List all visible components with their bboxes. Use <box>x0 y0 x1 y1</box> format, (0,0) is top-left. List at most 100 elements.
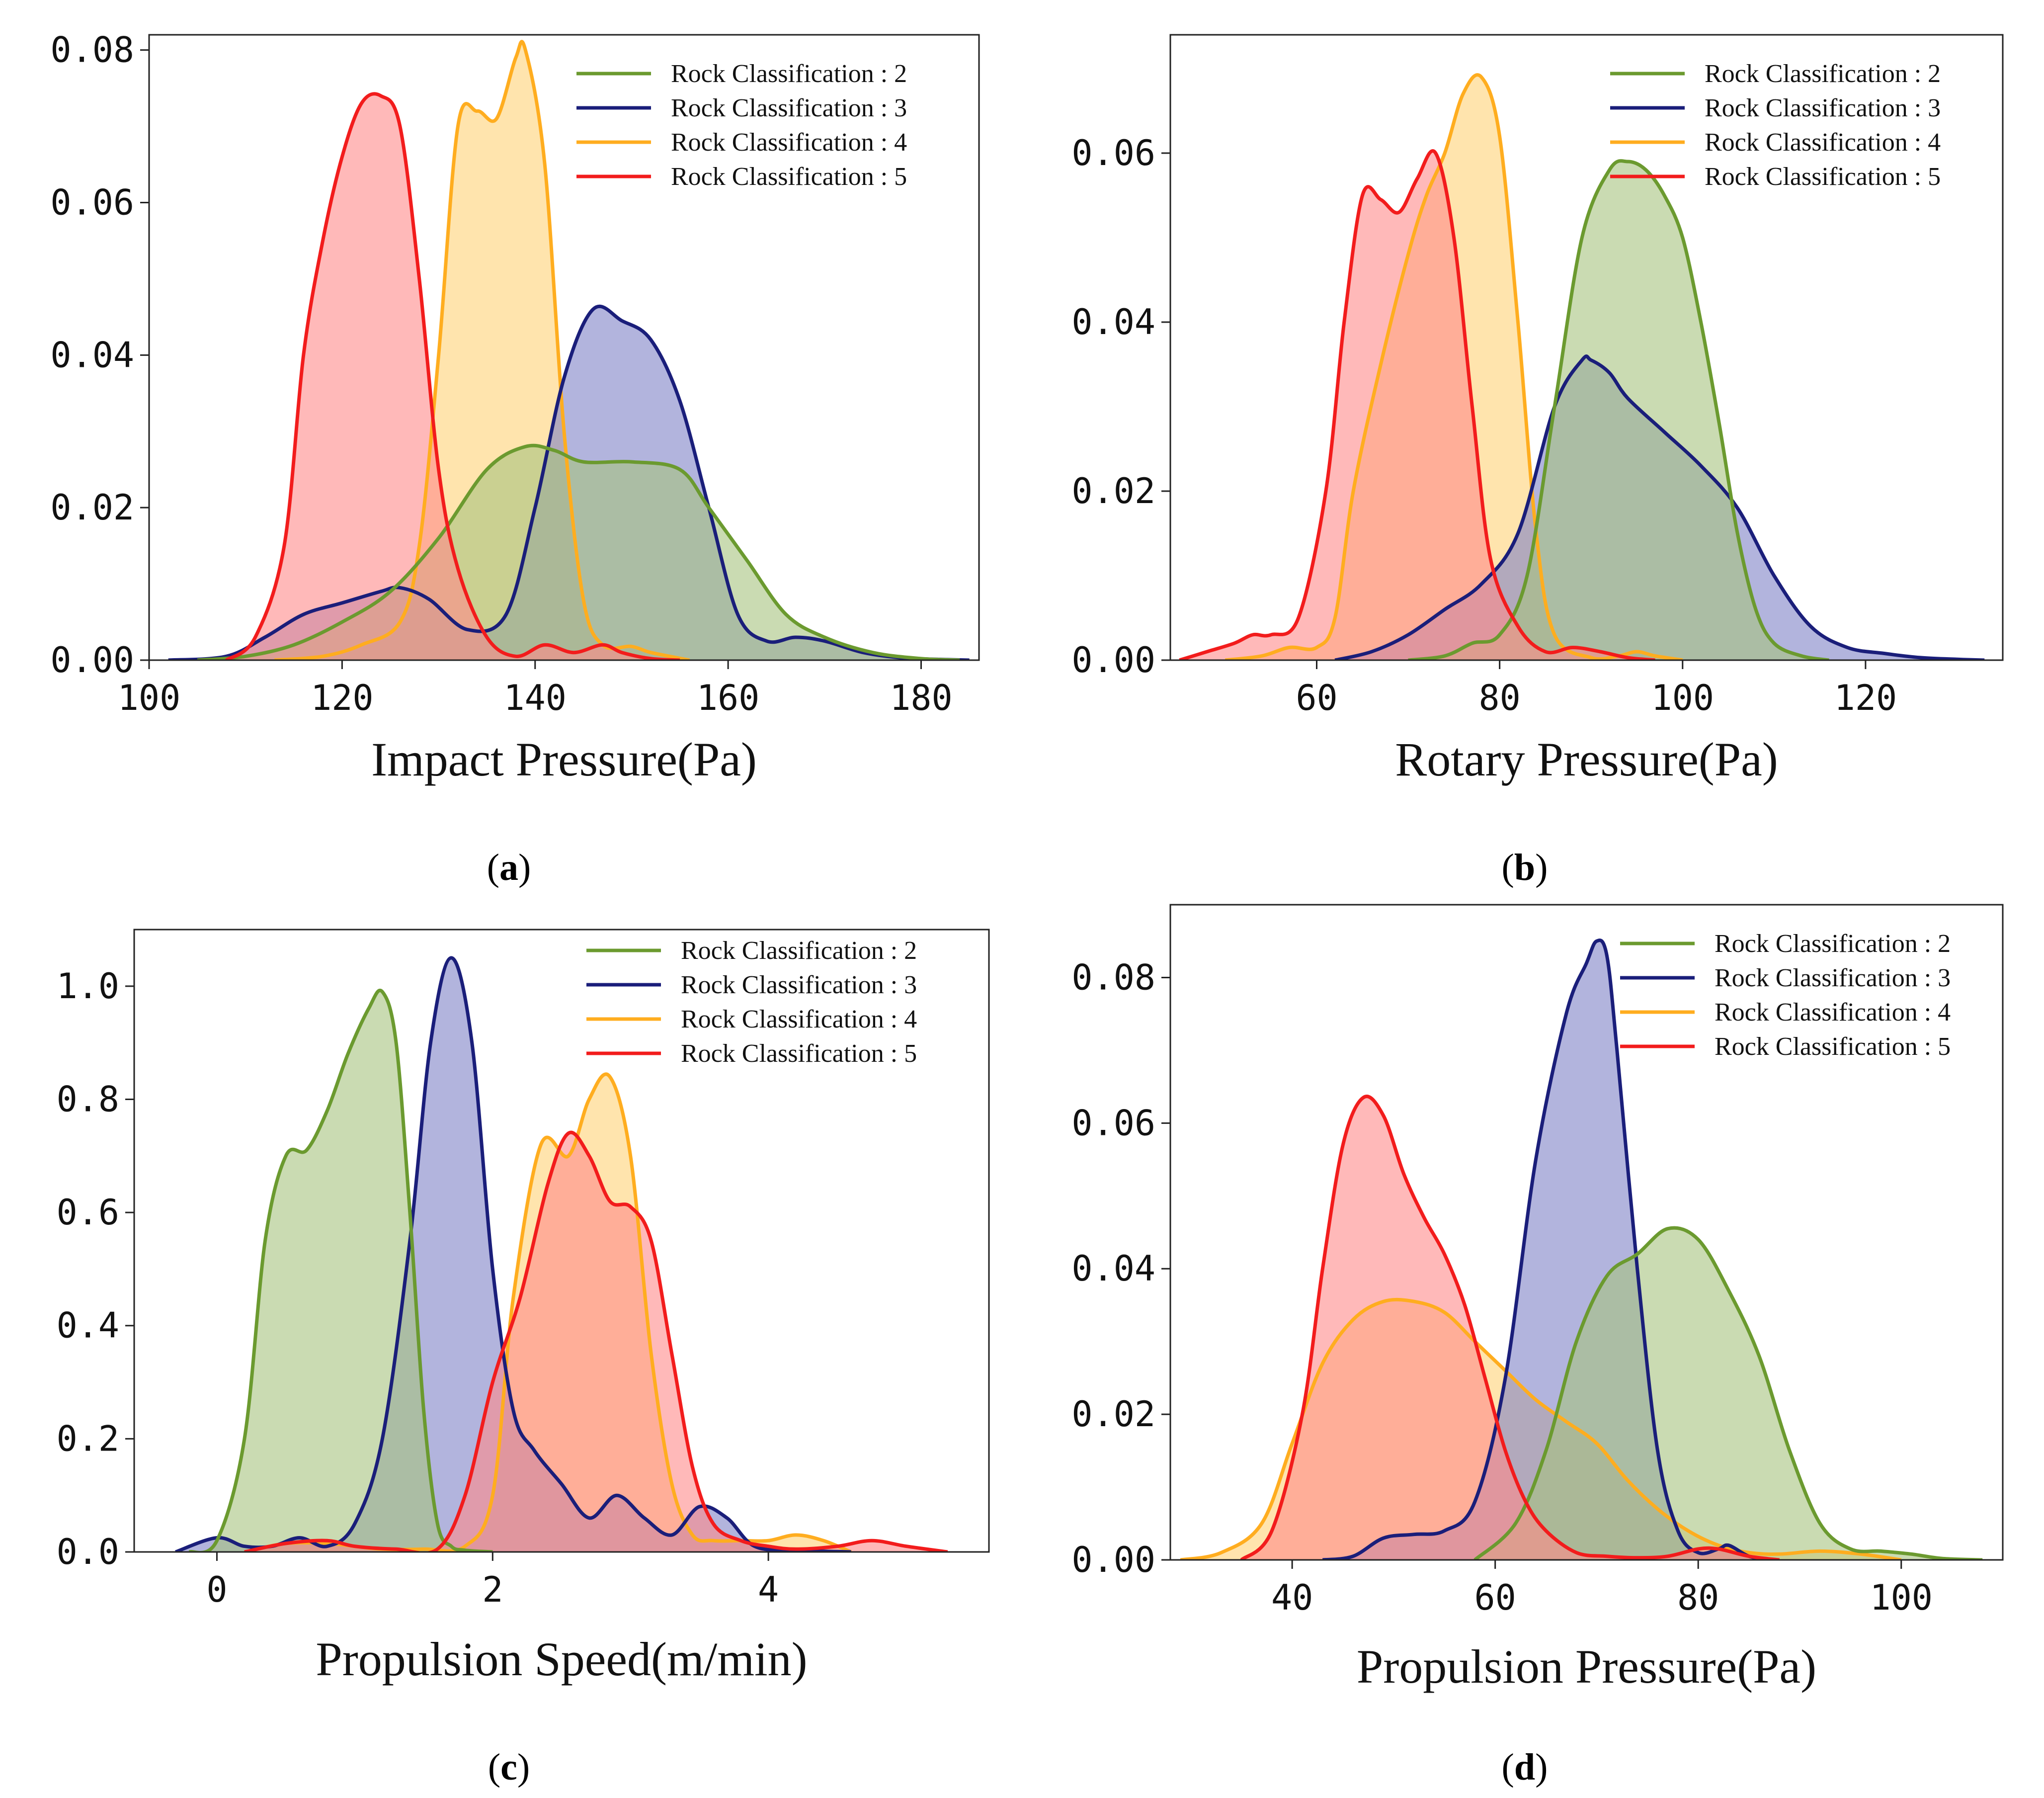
y-tick-label: 0.8 <box>57 1079 119 1119</box>
series-area-rock4 <box>274 41 690 660</box>
x-tick-label: 140 <box>504 678 567 718</box>
y-tick-label: 0.2 <box>57 1418 119 1459</box>
y-tick-label: 0.08 <box>1071 957 1155 998</box>
series-line-rock2 <box>188 989 493 1552</box>
series-line-rock5 <box>1179 149 1655 660</box>
y-tick-label: 0.02 <box>50 487 134 528</box>
series-group-d <box>1180 939 1983 1560</box>
y-tick-label: 0.06 <box>1071 133 1155 173</box>
legend-label-rock5: Rock Classification : 5 <box>681 1039 917 1068</box>
series-area-rock3 <box>1322 940 1770 1560</box>
series-area-rock2 <box>1408 161 1829 660</box>
y-tick-label: 0.06 <box>1071 1103 1155 1143</box>
x-tick-label: 60 <box>1474 1577 1516 1618</box>
plot-area-b: 60 80 100 120 0.00 0.02 0.04 0.06 Rotary Pressur… <box>1071 34 2004 786</box>
panel-a-caption: (a) <box>487 847 531 888</box>
series-line-rock5 <box>225 92 680 660</box>
series-line-rock4 <box>1225 73 1683 660</box>
y-tick-label: 0.00 <box>50 640 134 681</box>
legend-label-rock4: Rock Classification : 4 <box>1705 128 1941 157</box>
legend-label-rock2: Rock Classification : 2 <box>1705 60 1941 88</box>
panel-d-caption: (d) <box>1502 1746 1548 1788</box>
series-line-rock3 <box>175 956 851 1552</box>
plot-area-a: 100 120 140 160 180 0.00 0.02 0.04 0.06 0.08 Impac… <box>50 30 980 786</box>
series-group-b <box>1179 73 1985 660</box>
legend-label-rock3: Rock Classification : 3 <box>671 94 907 122</box>
series-line-rock3 <box>1334 354 1985 660</box>
y-tick-label: 0.0 <box>57 1532 119 1572</box>
series-line-rock2 <box>197 443 960 660</box>
y-tick-label: 0.04 <box>1071 302 1155 342</box>
legend-label-rock4: Rock Classification : 4 <box>681 1005 917 1033</box>
series-area-rock5 <box>244 1132 948 1552</box>
y-tick-label: 0.02 <box>1071 471 1155 512</box>
panel-b-caption: (b) <box>1502 847 1548 888</box>
plot-frame <box>133 929 990 1553</box>
x-axis-title: Propulsion Pressure(Pa) <box>1357 1640 1816 1693</box>
x-tick-label: 40 <box>1271 1577 1313 1618</box>
plot-frame <box>1169 34 2004 661</box>
legend-label-rock2: Rock Classification : 2 <box>1715 930 1951 958</box>
x-tick-label: 0 <box>206 1569 227 1610</box>
legend-d: Rock Classification : 2 Rock Classificati… <box>1620 930 1951 1061</box>
x-tick-label: 100 <box>118 678 180 718</box>
y-tick-label: 0.02 <box>1071 1394 1155 1435</box>
series-line-rock2 <box>1408 159 1829 660</box>
plot-frame <box>148 34 980 661</box>
panel-b: 60 80 100 120 0.00 0.02 0.04 0.06 Rotary Pressur… <box>1071 34 2004 888</box>
series-line-rock5 <box>1240 1095 1780 1560</box>
y-tick-label: 0.06 <box>50 182 134 223</box>
legend-label-rock5: Rock Classification : 5 <box>1715 1032 1951 1061</box>
x-axis-title: Rotary Pressure(Pa) <box>1395 733 1778 786</box>
series-area-rock5 <box>226 93 680 660</box>
legend-b: Rock Classification : 2 Rock Classificati… <box>1610 60 1941 191</box>
plot-area-c: 0 2 4 0.0 0.2 0.4 0.6 0.8 1.0 Propulsion Speed(m/… <box>57 929 990 1686</box>
y-tick-label: 0.6 <box>57 1192 119 1233</box>
legend-label-rock4: Rock Classification : 4 <box>671 128 907 157</box>
series-line-rock3 <box>1322 939 1770 1560</box>
plot-area-d: 40 60 80 100 0.00 0.02 0.04 0.06 0.08 Propulsion … <box>1071 904 2004 1693</box>
x-tick-label: 180 <box>890 678 952 718</box>
y-tick-label: 0.08 <box>50 30 134 71</box>
y-tick-label: 0.00 <box>1071 1540 1155 1580</box>
panel-c-caption: (c) <box>488 1746 530 1788</box>
y-tick-label: 0.00 <box>1071 640 1155 681</box>
legend-label-rock4: Rock Classification : 4 <box>1715 998 1951 1027</box>
y-tick-label: 0.04 <box>50 335 134 375</box>
series-area-rock5 <box>1179 151 1655 660</box>
panel-a: 100 120 140 160 180 0.00 0.02 0.04 0.06 0.08 Impac… <box>50 30 980 888</box>
series-area-rock5 <box>1241 1096 1780 1560</box>
legend-c: Rock Classification : 2 Rock Classificati… <box>586 937 917 1068</box>
panel-d: 40 60 80 100 0.00 0.02 0.04 0.06 0.08 Propulsion … <box>1071 904 2004 1788</box>
x-tick-label: 100 <box>1870 1577 1933 1618</box>
legend-label-rock5: Rock Classification : 5 <box>671 163 907 191</box>
x-tick-label: 80 <box>1478 678 1520 718</box>
legend-label-rock5: Rock Classification : 5 <box>1705 163 1941 191</box>
x-axis-title: Propulsion Speed(m/min) <box>316 1632 807 1686</box>
x-tick-label: 80 <box>1677 1577 1719 1618</box>
x-tick-label: 120 <box>311 678 373 718</box>
series-area-rock2 <box>1474 1228 1983 1560</box>
plot-frame <box>1169 904 2004 1561</box>
x-axis-title: Impact Pressure(Pa) <box>371 733 757 786</box>
x-tick-label: 120 <box>1834 678 1897 718</box>
y-tick-label: 0.4 <box>57 1305 119 1346</box>
x-tick-label: 60 <box>1296 678 1337 718</box>
x-tick-label: 160 <box>697 678 759 718</box>
series-area-rock2 <box>189 990 493 1552</box>
legend-label-rock2: Rock Classification : 2 <box>671 60 907 88</box>
legend-label-rock2: Rock Classification : 2 <box>681 937 917 965</box>
series-line-rock5 <box>244 1130 948 1552</box>
x-tick-label: 4 <box>758 1569 779 1610</box>
series-line-rock3 <box>168 304 970 660</box>
legend-label-rock3: Rock Classification : 3 <box>1705 94 1941 122</box>
panel-c: 0 2 4 0.0 0.2 0.4 0.6 0.8 1.0 Propulsion Speed(m/… <box>57 929 990 1788</box>
series-line-rock4 <box>1180 1297 1902 1560</box>
series-line-rock4 <box>274 40 690 660</box>
legend-label-rock3: Rock Classification : 3 <box>1715 964 1951 992</box>
series-group-a <box>168 40 970 660</box>
legend-label-rock3: Rock Classification : 3 <box>681 971 917 999</box>
legend-a: Rock Classification : 2 Rock Classificati… <box>576 60 907 191</box>
x-tick-label: 2 <box>482 1569 503 1610</box>
